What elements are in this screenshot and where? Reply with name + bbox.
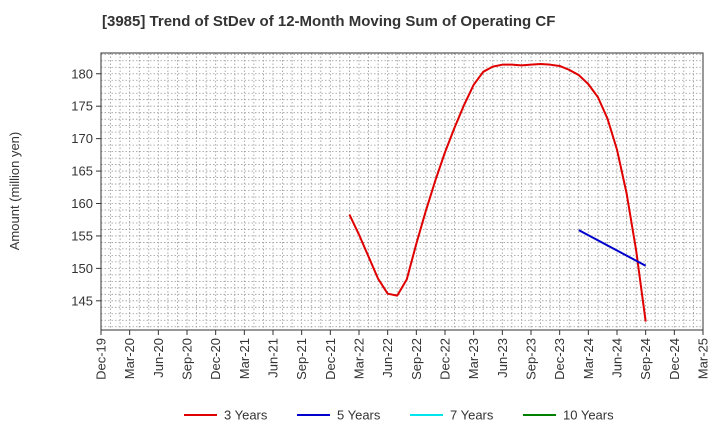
series-line-3-years: [348, 63, 647, 322]
x-tick-label: Dec-24: [667, 338, 682, 380]
x-tick-label: Jun-23: [495, 338, 510, 378]
x-tick-label: Jun-22: [380, 338, 395, 378]
plot-frame: [100, 52, 704, 331]
series-line-5-years: [578, 229, 647, 267]
legend: 3 Years 5 Years 7 Years 10 Years: [184, 408, 614, 423]
x-tick-label: Mar-24: [581, 338, 596, 379]
legend-label: 10 Years: [563, 408, 614, 423]
x-tick-label: Mar-22: [352, 338, 367, 379]
x-tick-label: Mar-20: [122, 338, 137, 379]
x-tick-label: Dec-19: [94, 338, 109, 380]
x-tick-label: Dec-20: [208, 338, 223, 380]
x-tick-label: Mar-21: [237, 338, 252, 379]
y-tick-label: 175: [71, 99, 93, 114]
x-tick-label: Mar-23: [466, 338, 481, 379]
x-tick-label: Jun-21: [266, 338, 281, 378]
x-tick-label: Jun-20: [151, 338, 166, 378]
x-tick-label: Jun-24: [610, 338, 625, 378]
y-tick-label: 145: [71, 293, 93, 308]
chart-title: [3985] Trend of StDev of 12-Month Moving…: [102, 13, 556, 30]
x-tick-label: Sep-22: [409, 338, 424, 380]
x-tick-label: Dec-22: [438, 338, 453, 380]
y-tick-label: 165: [71, 164, 93, 179]
legend-label: 5 Years: [337, 408, 381, 423]
x-tick-label: Sep-23: [524, 338, 539, 380]
y-tick-label: 160: [71, 196, 93, 211]
series-lines: [348, 63, 647, 322]
x-tick-label: Sep-24: [638, 338, 653, 380]
x-tick-label: Mar-25: [696, 338, 711, 379]
x-tick-label: Sep-21: [294, 338, 309, 380]
y-tick-label: 170: [71, 131, 93, 146]
y-tick-label: 155: [71, 228, 93, 243]
x-tick-label: Sep-20: [180, 338, 195, 380]
axes: 145 150 155 160 165 170 175 180 Dec-19 Mar-20 Jun-…: [71, 52, 711, 380]
legend-label: 3 Years: [224, 408, 268, 423]
y-tick-label: 180: [71, 66, 93, 81]
y-axis-label: Amount (million yen): [7, 132, 22, 251]
y-tick-label: 150: [71, 261, 93, 276]
legend-label: 7 Years: [450, 408, 494, 423]
x-tick-label: Dec-21: [323, 338, 338, 380]
x-tick-label: Dec-23: [552, 338, 567, 380]
